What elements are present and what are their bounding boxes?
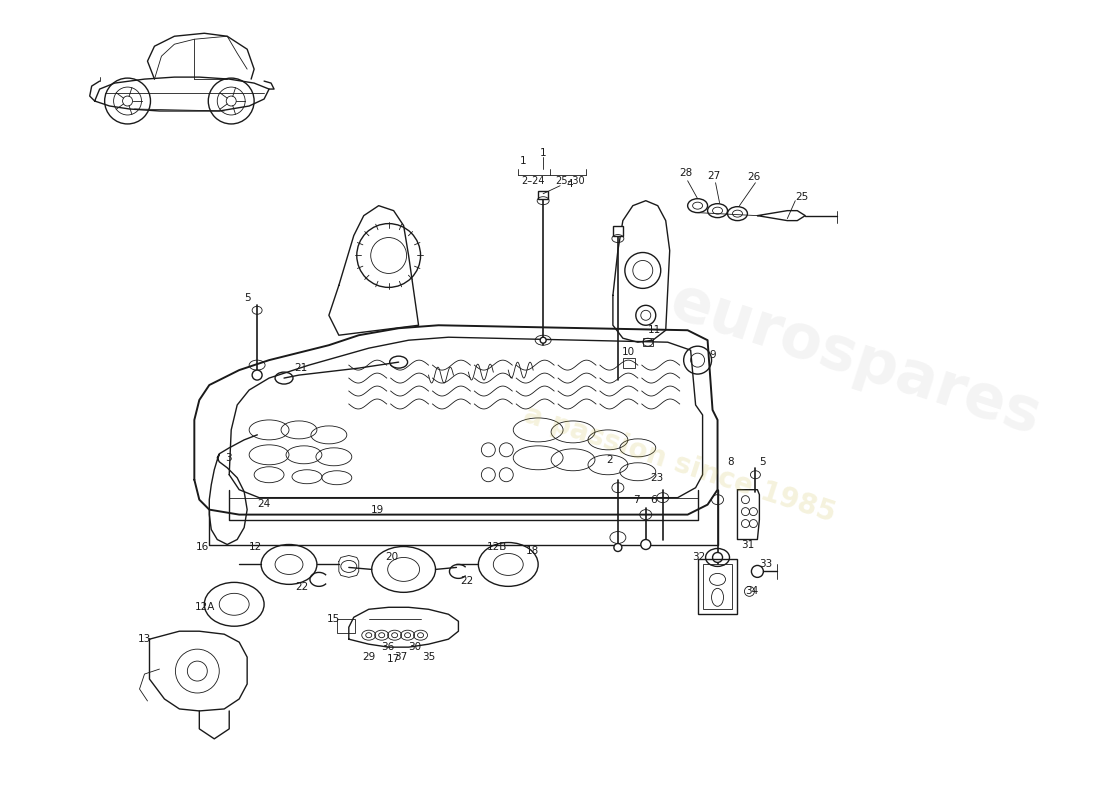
Bar [613, 226, 623, 235]
Text: 12: 12 [249, 542, 263, 553]
Text: 16: 16 [196, 542, 209, 553]
Text: eurospares: eurospares [662, 272, 1048, 448]
Circle shape [713, 553, 723, 562]
Text: 25: 25 [795, 192, 808, 202]
Text: 23: 23 [650, 473, 663, 482]
Bar [642, 338, 652, 346]
Text: 22: 22 [461, 576, 474, 586]
Text: 8: 8 [727, 457, 734, 466]
Text: 7: 7 [632, 494, 639, 505]
Text: 13: 13 [138, 634, 151, 644]
Text: 30: 30 [408, 642, 421, 652]
Text: 21: 21 [294, 363, 307, 373]
Circle shape [540, 338, 546, 343]
Text: 5: 5 [759, 457, 766, 466]
Text: 18: 18 [526, 546, 539, 557]
Text: 37: 37 [395, 652, 408, 662]
Bar [337, 619, 355, 634]
Text: 5: 5 [244, 294, 251, 303]
Bar [703, 565, 733, 610]
Text: 36: 36 [381, 642, 394, 652]
Text: 34: 34 [746, 586, 759, 596]
Circle shape [641, 539, 651, 550]
Text: 25–30: 25–30 [556, 176, 585, 186]
Text: 26: 26 [747, 172, 760, 182]
Text: 3: 3 [226, 453, 232, 463]
Bar [697, 559, 737, 614]
Circle shape [614, 543, 622, 551]
Text: 32: 32 [693, 553, 706, 562]
Text: 4: 4 [566, 178, 573, 189]
Circle shape [252, 370, 262, 380]
Text: a passion since 1985: a passion since 1985 [520, 400, 839, 527]
Text: 17: 17 [387, 654, 400, 664]
Text: 22: 22 [295, 582, 308, 592]
Text: 24: 24 [257, 498, 271, 509]
Text: 35: 35 [422, 652, 436, 662]
Bar [538, 190, 548, 198]
Text: 6: 6 [650, 494, 657, 505]
Text: 2–24: 2–24 [521, 176, 544, 186]
Text: 19: 19 [371, 505, 384, 514]
Text: 1: 1 [540, 148, 547, 158]
Text: 2: 2 [606, 454, 613, 465]
Text: 31: 31 [741, 539, 755, 550]
Text: 28: 28 [679, 168, 692, 178]
Bar [623, 358, 635, 368]
Text: 20: 20 [386, 553, 399, 562]
Text: 9: 9 [710, 350, 716, 360]
Text: 15: 15 [327, 614, 340, 624]
Text: 10: 10 [621, 347, 635, 357]
Text: 11: 11 [648, 326, 661, 335]
Text: 12B: 12B [486, 542, 507, 553]
Text: 1: 1 [520, 156, 527, 166]
Text: 27: 27 [707, 170, 721, 181]
Text: 12A: 12A [195, 602, 214, 612]
Text: 33: 33 [759, 559, 772, 570]
Text: 29: 29 [362, 652, 375, 662]
